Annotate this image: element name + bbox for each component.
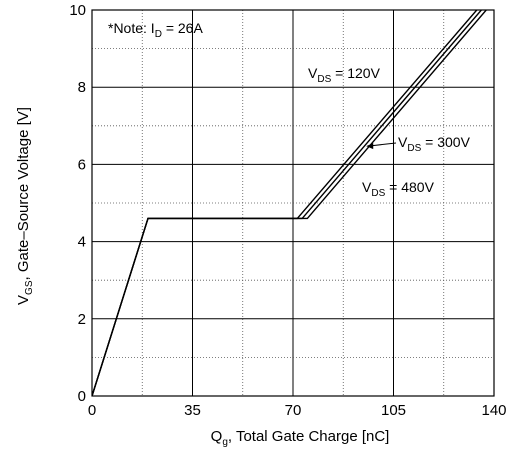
y-tick-label: 6 (78, 156, 86, 173)
x-tick-label: 70 (285, 402, 302, 419)
y-tick-label: 4 (78, 234, 86, 251)
x-tick-label: 105 (381, 402, 406, 419)
note-sub: D (155, 29, 162, 40)
series-label-arrowhead (366, 143, 374, 150)
x-tick-label: 0 (88, 402, 96, 419)
note-annotation: *Note: ID = 26A (108, 20, 203, 40)
series-label-2: VDS = 480V (362, 179, 435, 199)
x-axis-label: Qg, Total Gate Charge [nC] (211, 428, 390, 448)
y-tick-label: 10 (69, 2, 86, 19)
series-label-1: VDS = 300V (398, 134, 471, 154)
y-tick-label: 8 (78, 79, 86, 96)
series-line-2 (92, 10, 487, 396)
x-tick-label: 140 (481, 402, 506, 419)
plot-frame (91, 9, 495, 397)
y-tick-label: 2 (78, 311, 86, 328)
y-tick-label: 0 (78, 388, 86, 405)
series-lines (92, 10, 487, 396)
note-prefix: *Note: I (108, 20, 155, 36)
note-suffix: = 26A (162, 20, 204, 36)
grid-lines (92, 10, 494, 396)
series-label-0: VDS = 120V (308, 65, 381, 85)
y-axis-label: VGS, Gate–Source Voltage [V] (15, 107, 35, 305)
series-labels: VDS = 120V VDS = 300V VDS = 480V (308, 65, 471, 199)
tick-labels: 0 35 70 105 140 0 2 4 6 8 10 (69, 2, 506, 419)
x-tick-label: 35 (184, 402, 201, 419)
